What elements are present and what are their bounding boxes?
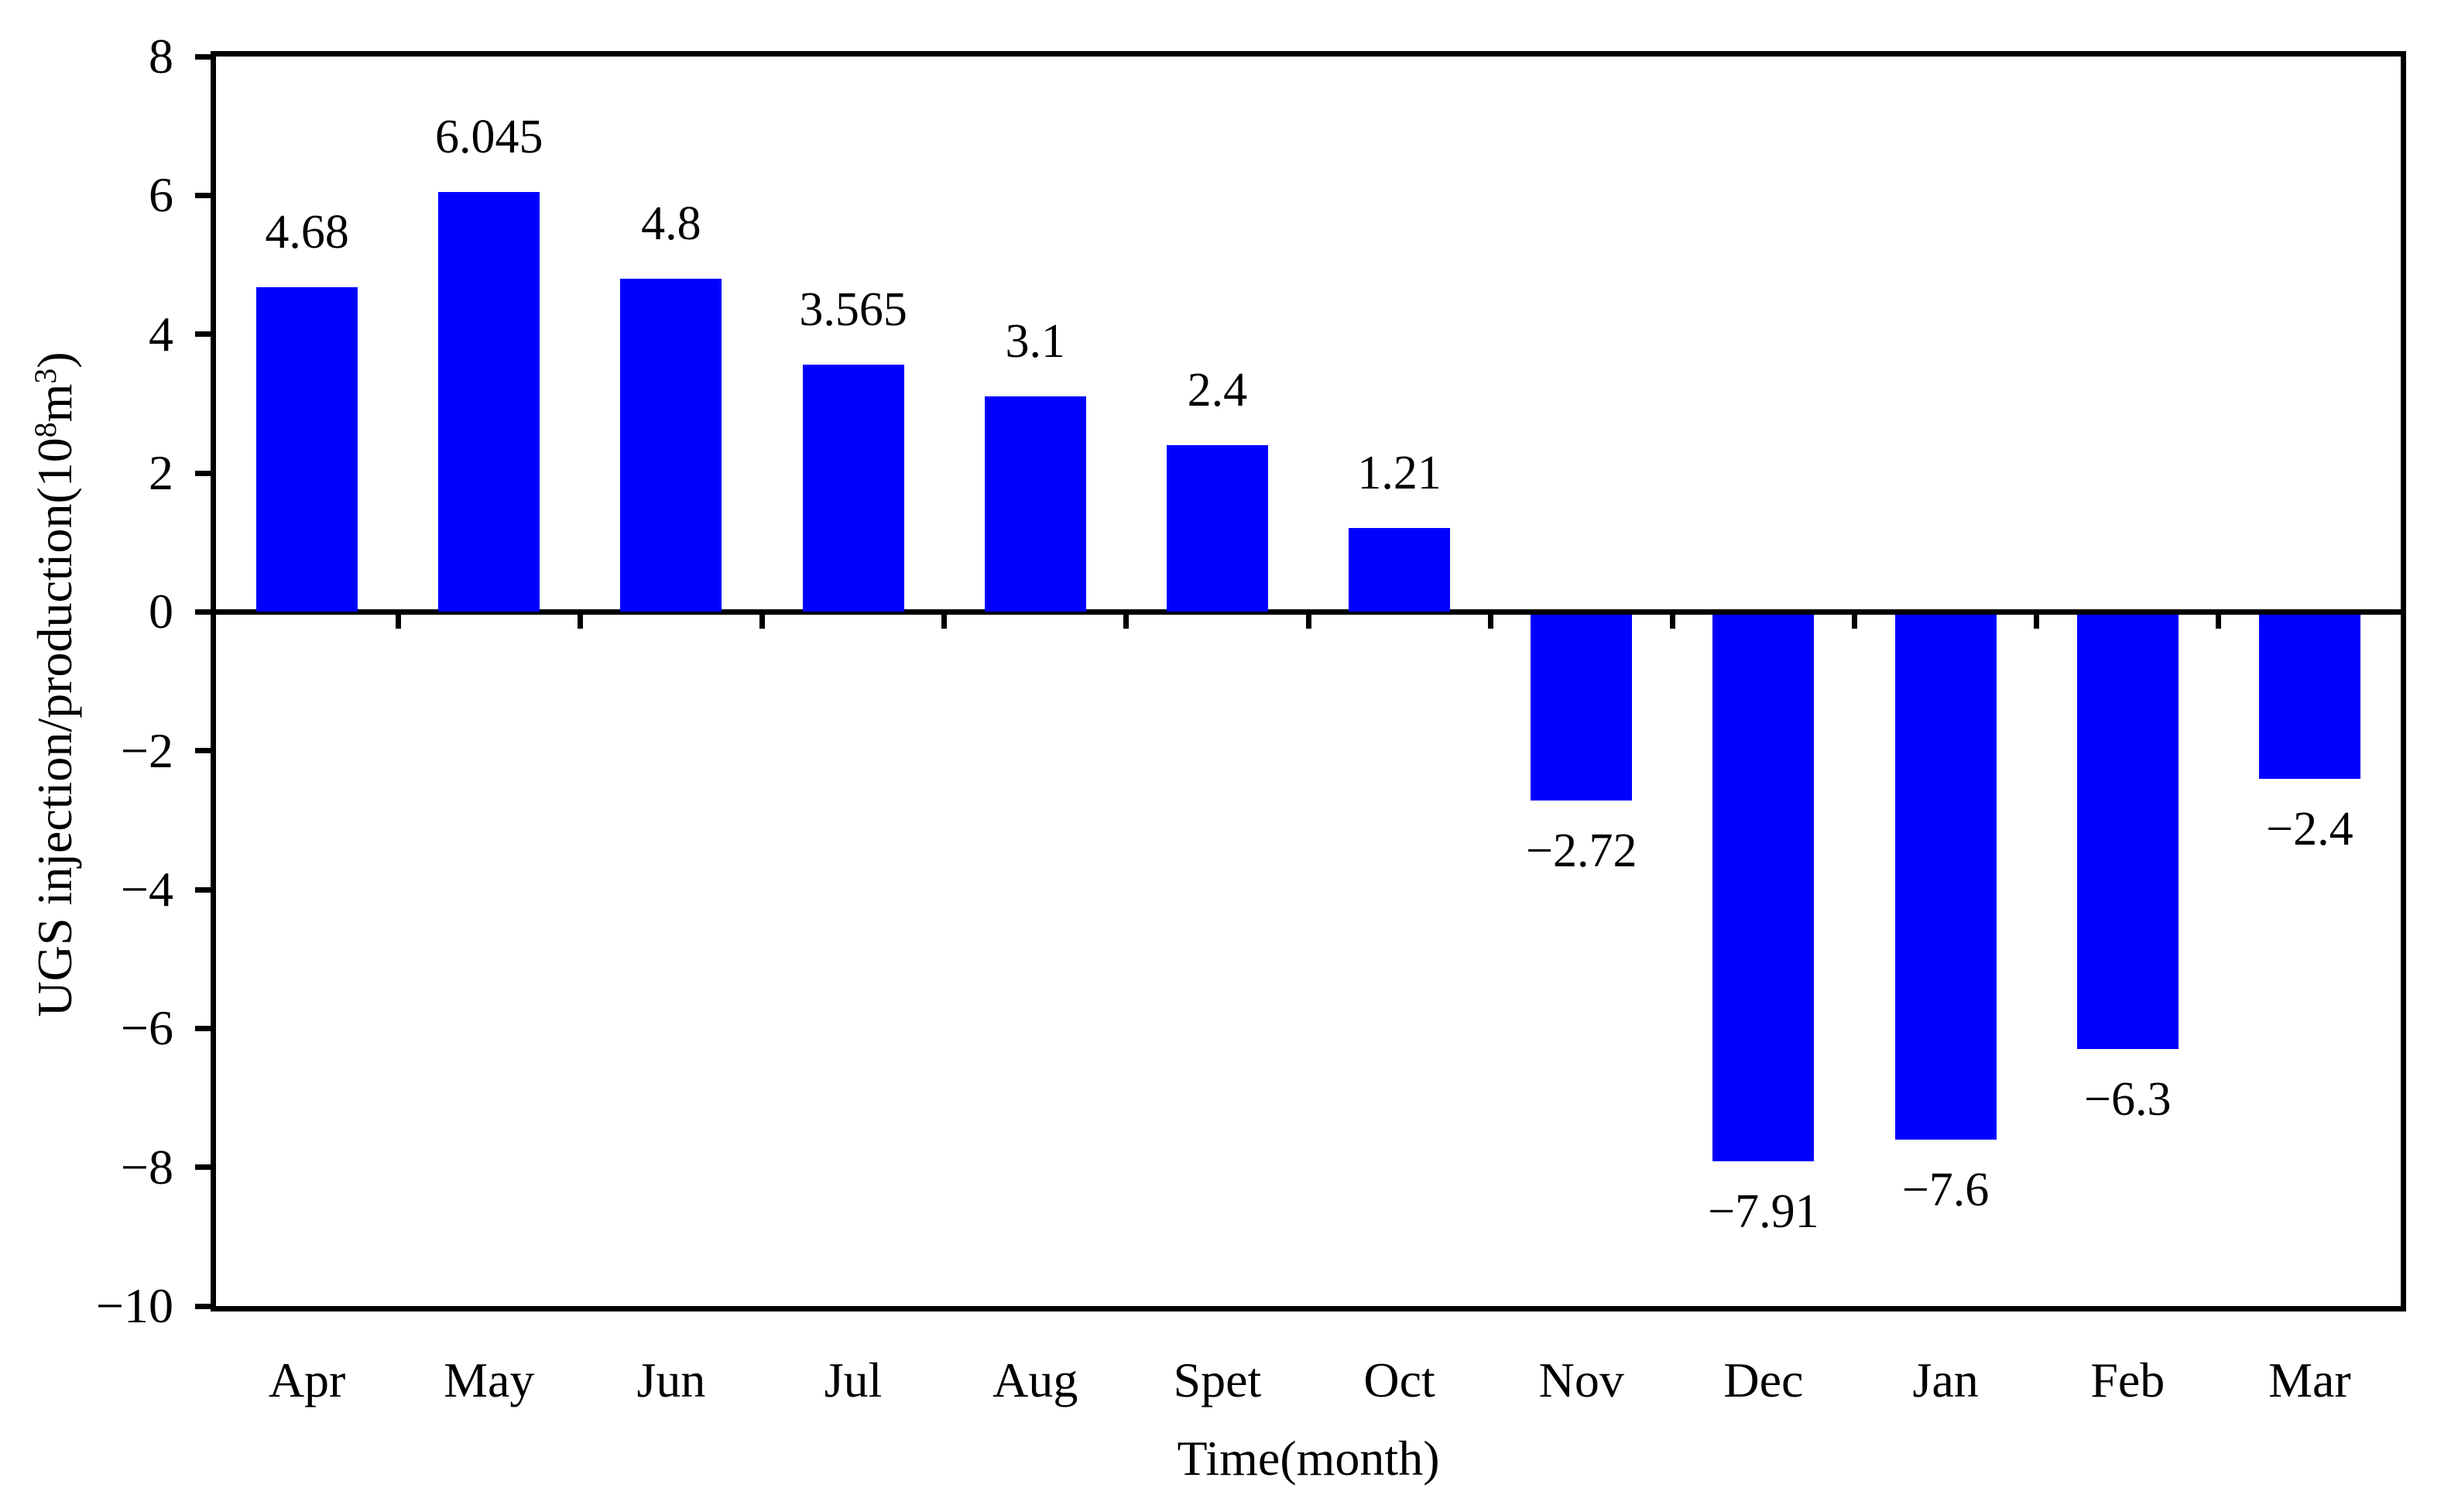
y-tick-label: 0 <box>149 584 173 639</box>
bar-value-label-mar: −2.4 <box>2266 802 2353 855</box>
bar-value-label-jan: −7.6 <box>1901 1163 1990 1216</box>
y-tick-label: 6 <box>149 167 173 223</box>
bar-value-label-may: 6.045 <box>435 111 543 164</box>
bar-apr <box>256 286 358 612</box>
x-tick-label-spet: Spet <box>1173 1353 1262 1407</box>
x-tick-label-may: May <box>444 1353 535 1407</box>
bar-value-label-jul: 3.565 <box>799 283 907 336</box>
y-axis-title: UGS injection/production(108m3) <box>26 142 91 1226</box>
bar-feb <box>2076 614 2179 1050</box>
bar-mar <box>2258 614 2360 779</box>
bar-jun <box>620 278 722 612</box>
y-tick <box>195 470 212 476</box>
y-axis-title-superscript: 3 <box>29 368 63 384</box>
plot-inner: 4.68 6.045 4.8 3.565 3.1 2.4 1.21 −2.72 −7.91 −7.… <box>216 57 2401 1306</box>
bar-value-label-oct: 1.21 <box>1357 446 1442 499</box>
x-tick-label-nov: Nov <box>1538 1353 1624 1407</box>
y-tick <box>195 886 212 893</box>
x-tick <box>577 612 583 629</box>
plot-area: 4.68 6.045 4.8 3.565 3.1 2.4 1.21 −2.72 −7.91 −7.… <box>211 51 2406 1311</box>
bar-aug <box>984 396 1086 612</box>
y-tick-label: −6 <box>120 1000 173 1056</box>
x-tick-label-dec: Dec <box>1723 1353 1804 1407</box>
y-tick-label: 4 <box>149 306 173 362</box>
y-tick-label: −4 <box>120 862 173 917</box>
y-tick <box>195 609 212 615</box>
x-tick <box>2034 612 2040 629</box>
x-tick <box>1123 612 1130 629</box>
x-tick-label-apr: Apr <box>268 1353 346 1407</box>
bar-value-label-spet: 2.4 <box>1187 364 1248 417</box>
x-tick-label-jul: Jul <box>824 1353 883 1407</box>
x-tick <box>2216 612 2222 629</box>
y-tick-label: 2 <box>149 445 173 500</box>
y-axis-title-text: m <box>27 383 82 423</box>
x-tick <box>1669 612 1675 629</box>
x-tick-label-aug: Aug <box>992 1353 1078 1407</box>
bar-dec <box>1712 614 1815 1161</box>
bar-value-label-nov: −2.72 <box>1526 825 1637 878</box>
y-tick <box>195 331 212 338</box>
y-tick <box>195 1025 212 1031</box>
x-tick <box>1305 612 1311 629</box>
y-tick-label: 8 <box>149 29 173 84</box>
bar-value-label-aug: 3.1 <box>1005 315 1066 369</box>
y-tick <box>195 1303 212 1309</box>
bar-jan <box>1894 614 1997 1140</box>
y-tick-label: −10 <box>95 1278 173 1333</box>
x-tick-label-jun: Jun <box>636 1353 706 1407</box>
x-tick <box>1852 612 1857 629</box>
y-tick <box>195 192 212 198</box>
bar-nov <box>1531 614 1633 801</box>
y-tick <box>195 1164 212 1171</box>
x-tick <box>759 612 765 629</box>
x-tick <box>941 612 948 629</box>
x-tick <box>395 612 401 629</box>
x-tick <box>1487 612 1493 629</box>
bar-value-label-dec: −7.91 <box>1708 1185 1819 1238</box>
x-tick-label-jan: Jan <box>1912 1353 1979 1407</box>
bar-value-label-jun: 4.8 <box>641 197 701 250</box>
x-tick-label-oct: Oct <box>1363 1353 1435 1407</box>
y-tick-label: −2 <box>120 722 173 778</box>
y-axis-title-superscript: 8 <box>29 422 63 438</box>
y-tick <box>195 53 212 60</box>
y-tick-label: −8 <box>120 1139 173 1195</box>
bar-value-label-feb: −6.3 <box>2084 1073 2172 1126</box>
x-axis-title: Time(month) <box>1177 1431 1440 1486</box>
bar-oct <box>1349 527 1451 612</box>
x-tick-label-feb: Feb <box>2090 1353 2165 1407</box>
x-tick-label-mar: Mar <box>2268 1353 2351 1407</box>
bar-value-label-apr: 4.68 <box>265 205 349 259</box>
y-tick <box>195 748 212 754</box>
bar-may <box>438 192 540 612</box>
bar-spet <box>1166 445 1268 612</box>
bar-jul <box>802 364 904 612</box>
